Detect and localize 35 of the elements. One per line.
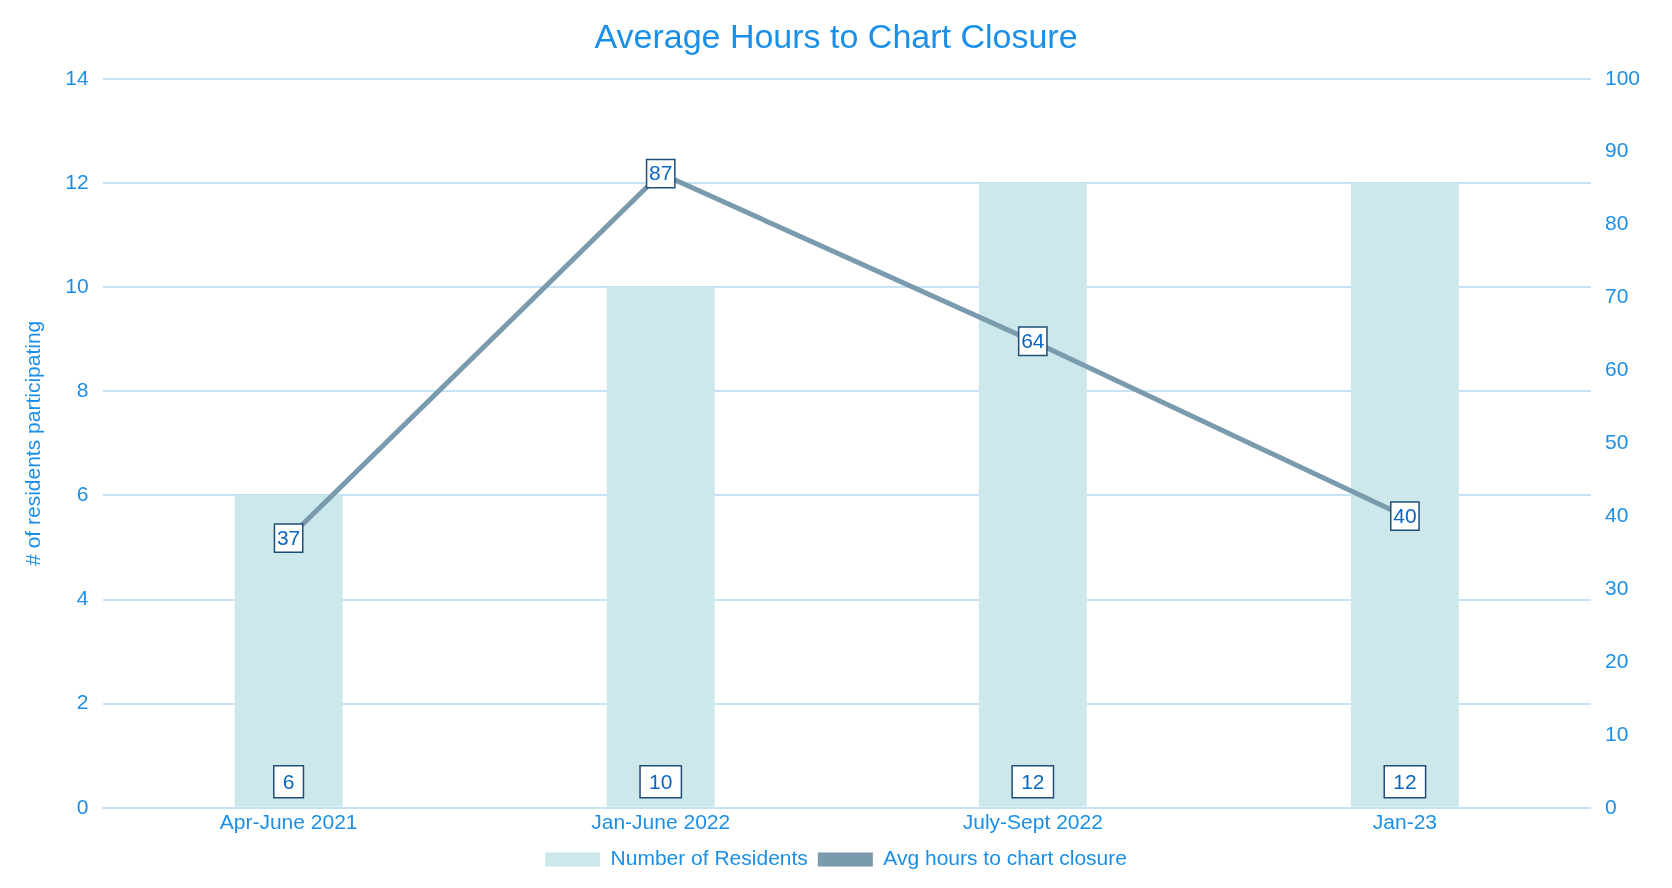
y2-tick-label: 50 — [1604, 430, 1629, 454]
y2-tick-label: 20 — [1604, 648, 1629, 672]
y2-tick-label: 60 — [1604, 357, 1629, 381]
y2-tick-label: 70 — [1604, 284, 1629, 308]
y-tick-label: 0 — [76, 794, 89, 818]
y2-tick-label: 40 — [1604, 503, 1629, 526]
data-label: 6 — [282, 769, 295, 793]
y-tick-label: 10 — [65, 273, 89, 297]
y2-tick-label: 100 — [1604, 65, 1641, 89]
data-label: 87 — [649, 161, 673, 185]
legend-label: Number of Residents — [610, 846, 808, 870]
y2-tick-label: 90 — [1604, 138, 1629, 162]
data-label: 10 — [649, 769, 673, 793]
y2-tick-label: 80 — [1604, 211, 1629, 235]
data-label: 40 — [1393, 504, 1417, 527]
y2-tick-label: 0 — [1604, 794, 1617, 818]
data-label: 37 — [276, 525, 301, 549]
y-tick-label: 12 — [65, 169, 89, 193]
x-tick-label: July-Sept 2022 — [962, 810, 1103, 834]
y-tick-label: 6 — [76, 482, 89, 506]
x-tick-label: Jan-23 — [1372, 810, 1438, 834]
x-tick-label: Jan-June 2022 — [591, 810, 731, 834]
y-axis-title: # of residents participating — [21, 320, 45, 566]
y-tick-label: 2 — [76, 690, 89, 714]
data-label: 12 — [1393, 769, 1417, 793]
legend-label: Avg hours to chart closure — [883, 846, 1127, 870]
y-tick-label: 14 — [65, 65, 89, 89]
y2-tick-label: 10 — [1604, 721, 1629, 745]
y-tick-label: 4 — [76, 586, 89, 610]
y2-tick-label: 30 — [1604, 575, 1629, 599]
data-label: 64 — [1021, 329, 1045, 353]
data-label: 12 — [1021, 769, 1045, 793]
y-tick-label: 8 — [76, 378, 89, 402]
x-tick-label: Apr-June 2021 — [219, 810, 358, 834]
chart-title: Average Hours to Chart Closure — [594, 16, 1078, 55]
